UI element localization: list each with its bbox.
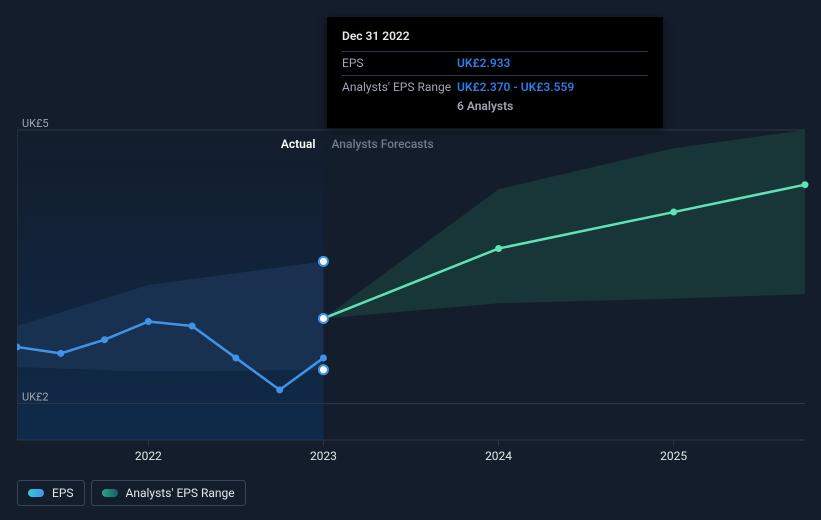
legend-label-range: Analysts' EPS Range	[126, 486, 235, 500]
legend-swatch-eps	[28, 489, 44, 497]
eps-forecast-chart: UK£2 UK£5 2022 2023 2024 2025 Actual Analysts F…	[0, 0, 821, 520]
tooltip-label-range: Analysts' EPS Range	[342, 79, 457, 96]
svg-text:2024: 2024	[485, 449, 512, 460]
tooltip-label-eps: EPS	[342, 55, 457, 72]
legend-label-eps: EPS	[52, 486, 74, 500]
svg-text:2023: 2023	[310, 449, 337, 460]
svg-text:UK£5: UK£5	[22, 117, 49, 130]
tooltip-value-range: UK£2.370 - UK£3.559	[457, 79, 574, 96]
tooltip-sub: 6 Analysts	[457, 98, 648, 115]
svg-text:2025: 2025	[660, 449, 687, 460]
legend-item-range[interactable]: Analysts' EPS Range	[91, 480, 246, 506]
chart-tooltip: Dec 31 2022 EPS UK£2.933 Analysts' EPS R…	[327, 17, 663, 128]
chart-legend: EPS Analysts' EPS Range	[17, 480, 246, 506]
svg-text:2022: 2022	[135, 449, 162, 460]
svg-text:Actual: Actual	[281, 137, 316, 151]
legend-item-eps[interactable]: EPS	[17, 480, 85, 506]
legend-swatch-range	[102, 489, 118, 497]
tooltip-value-eps: UK£2.933	[457, 55, 510, 72]
svg-text:Analysts Forecasts: Analysts Forecasts	[331, 137, 433, 151]
svg-text:UK£2: UK£2	[22, 391, 49, 404]
tooltip-date: Dec 31 2022	[342, 28, 648, 45]
